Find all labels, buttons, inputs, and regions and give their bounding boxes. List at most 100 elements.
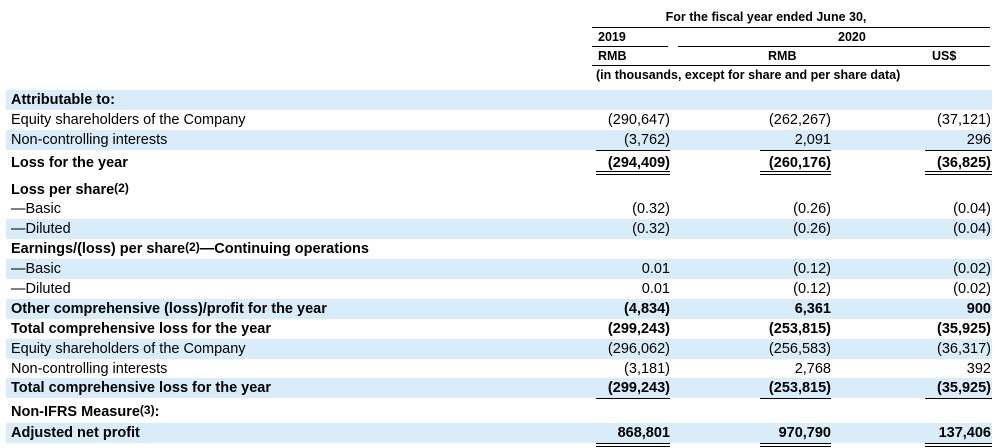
value-2020-rmb: 6,361 bbox=[794, 301, 831, 317]
total-double-underline bbox=[596, 443, 670, 447]
row-label-suffix: : bbox=[154, 404, 160, 420]
table-row: —Basic (0.32) (0.26) (0.04) bbox=[6, 199, 992, 219]
row-label: Other comprehensive (loss)/profit for th… bbox=[11, 299, 327, 319]
total-double-underline bbox=[596, 171, 670, 175]
subtotal-underline bbox=[925, 398, 992, 399]
footnote-ref: (2) bbox=[114, 181, 129, 195]
year-2020-header: 2020 bbox=[838, 30, 866, 44]
value-2020-usd: (0.02) bbox=[953, 281, 991, 297]
row-label: Earnings/(loss) per share(2)—Continuing … bbox=[11, 239, 369, 259]
row-label-text: —Diluted bbox=[11, 281, 71, 297]
table-row: Other comprehensive (loss)/profit for th… bbox=[6, 299, 992, 319]
value-2020-usd: (0.02) bbox=[953, 261, 991, 277]
table-row: Loss for the year (294,409) (260,176) (36,8… bbox=[6, 153, 992, 173]
row-label-text: Attributable to: bbox=[11, 92, 115, 108]
row-label: Non-IFRS Measure(3): bbox=[11, 402, 159, 422]
year-2020-rule bbox=[678, 46, 990, 47]
table-row: Non-IFRS Measure(3): bbox=[6, 402, 992, 422]
total-double-underline bbox=[760, 443, 831, 447]
row-label: Total comprehensive loss for the year bbox=[11, 378, 271, 398]
value-2019-rmb: (0.32) bbox=[632, 221, 670, 237]
value-2019-rmb: 0.01 bbox=[641, 281, 670, 297]
value-2020-rmb: (256,583) bbox=[768, 341, 831, 357]
total-double-underline bbox=[925, 443, 992, 447]
row-label: —Basic bbox=[11, 259, 61, 279]
value-2020-usd: (35,925) bbox=[936, 321, 991, 337]
table-row: Non-controlling interests (3,762) 2,091 296 bbox=[6, 130, 992, 150]
value-2020-rmb: (0.12) bbox=[793, 281, 831, 297]
year-2019-rule bbox=[592, 46, 668, 47]
value-2020-usd: 392 bbox=[966, 361, 991, 377]
currency-rule bbox=[592, 65, 990, 66]
row-label-text: —Basic bbox=[11, 261, 61, 277]
currency-2019-header: RMB bbox=[598, 49, 627, 63]
value-2020-rmb: (0.26) bbox=[793, 201, 831, 217]
table-row: Total comprehensive loss for the year (29… bbox=[6, 378, 992, 398]
footnote-ref: (3) bbox=[139, 403, 155, 417]
table-row: Attributable to: bbox=[6, 90, 992, 110]
value-2019-rmb: (296,062) bbox=[607, 341, 670, 357]
subtotal-underline bbox=[760, 150, 831, 151]
value-2019-rmb: (3,181) bbox=[624, 361, 670, 377]
value-2020-rmb: (0.12) bbox=[793, 261, 831, 277]
row-label-text: Adjusted net profit bbox=[11, 425, 140, 441]
value-2020-usd: (36,825) bbox=[936, 155, 991, 171]
row-label: Non-controlling interests bbox=[11, 359, 167, 379]
value-2019-rmb: (0.32) bbox=[632, 201, 670, 217]
row-label: Total comprehensive loss for the year bbox=[11, 319, 271, 339]
total-double-underline bbox=[925, 171, 992, 175]
row-label: Non-controlling interests bbox=[11, 130, 167, 150]
row-label: Equity shareholders of the Company bbox=[11, 339, 246, 359]
row-label: Adjusted net profit bbox=[11, 423, 140, 443]
table-row: Equity shareholders of the Company (290,6… bbox=[6, 110, 992, 130]
units-note: (in thousands, except for share and per … bbox=[596, 68, 901, 82]
row-label-text: Loss per share bbox=[11, 182, 115, 198]
row-label-text: Non-controlling interests bbox=[11, 132, 168, 148]
value-2020-rmb: 2,768 bbox=[794, 361, 831, 377]
value-2020-usd: 900 bbox=[966, 301, 991, 317]
row-label-text: Total comprehensive loss for the year bbox=[11, 321, 272, 337]
row-label-text: Other comprehensive (loss)/profit for th… bbox=[11, 301, 327, 317]
value-2020-usd: (0.04) bbox=[953, 201, 991, 217]
value-2019-rmb: (299,243) bbox=[607, 321, 670, 337]
value-2020-rmb: 970,790 bbox=[778, 425, 831, 441]
row-label-text: Total comprehensive loss for the year bbox=[11, 380, 272, 396]
row-label: —Basic bbox=[11, 199, 61, 219]
row-label-text: Non-controlling interests bbox=[11, 361, 168, 377]
subtotal-underline bbox=[596, 150, 670, 151]
row-label-text: Non-IFRS Measure bbox=[11, 404, 140, 420]
table-row: Loss per share(2) bbox=[6, 180, 992, 200]
period-header-rule bbox=[592, 27, 990, 28]
subtotal-underline bbox=[596, 398, 670, 399]
value-2020-rmb: (0.26) bbox=[793, 221, 831, 237]
table-row: Earnings/(loss) per share(2)—Continuing … bbox=[6, 239, 992, 259]
row-label-text: —Diluted bbox=[11, 221, 71, 237]
value-2020-rmb: 2,091 bbox=[794, 132, 831, 148]
value-2020-usd: (35,925) bbox=[936, 380, 991, 396]
table-row: Non-controlling interests (3,181) 2,768 392 bbox=[6, 359, 992, 379]
value-2020-rmb: (262,267) bbox=[768, 112, 831, 128]
table-row: Adjusted net profit 868,801 970,790 137,406 bbox=[6, 423, 992, 443]
year-2019-header: 2019 bbox=[598, 30, 626, 44]
table-row: Equity shareholders of the Company (296,0… bbox=[6, 339, 992, 359]
row-label: Loss per share(2) bbox=[11, 180, 129, 200]
row-label-text: Loss for the year bbox=[11, 155, 128, 171]
currency-2020-rmb-header: RMB bbox=[768, 49, 797, 63]
table-row: —Diluted (0.32) (0.26) (0.04) bbox=[6, 219, 992, 239]
currency-2020-usd-header: US$ bbox=[932, 49, 957, 63]
value-2020-usd: (37,121) bbox=[936, 112, 991, 128]
value-2020-usd: (36,317) bbox=[936, 341, 991, 357]
subtotal-underline bbox=[760, 398, 831, 399]
period-header: For the fiscal year ended June 30, bbox=[665, 10, 867, 24]
table-row: Total comprehensive loss for the year (29… bbox=[6, 319, 992, 339]
row-label-text: Earnings/(loss) per share bbox=[11, 241, 186, 257]
value-2019-rmb: 868,801 bbox=[617, 425, 670, 441]
row-label-text: Equity shareholders of the Company bbox=[11, 112, 246, 128]
value-2019-rmb: (290,647) bbox=[607, 112, 670, 128]
value-2020-rmb: (260,176) bbox=[768, 155, 831, 171]
value-2019-rmb: (4,834) bbox=[624, 301, 670, 317]
value-2020-usd: 296 bbox=[966, 132, 991, 148]
value-2020-usd: (0.04) bbox=[953, 221, 991, 237]
row-label-suffix: —Continuing operations bbox=[199, 241, 369, 257]
row-label: —Diluted bbox=[11, 219, 71, 239]
